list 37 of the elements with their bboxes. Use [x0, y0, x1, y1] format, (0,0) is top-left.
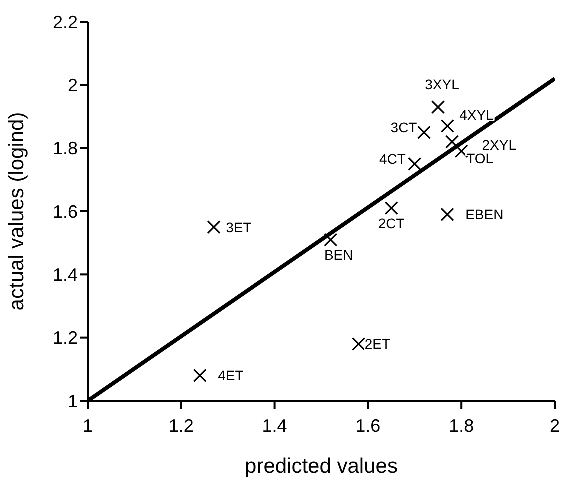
y-axis-title: actual values (logind)	[5, 112, 28, 311]
annotation: 3CT	[390, 120, 418, 136]
point	[440, 119, 454, 134]
x-tick-label: 1.8	[449, 416, 474, 436]
x-tick-label: 2	[550, 416, 560, 436]
annotation: 2ET	[364, 336, 391, 352]
x-tick-label: 1.2	[168, 416, 194, 436]
annotation: BEN	[324, 246, 354, 263]
annotation: 3XYL	[425, 76, 460, 92]
annotation: 2CT	[378, 215, 406, 232]
annotation: 4XYL	[460, 107, 494, 124]
point	[454, 144, 468, 158]
point	[431, 100, 446, 114]
point	[417, 126, 432, 140]
annotation: 3ET	[226, 219, 252, 236]
y-tick-label: 2.2	[52, 12, 78, 32]
point	[440, 208, 454, 222]
x-axis-title: predicted values	[245, 455, 398, 478]
annotation: 4ET	[218, 368, 244, 384]
y-tick-label: 2	[68, 76, 78, 96]
x-tick-label: 1	[82, 416, 94, 436]
y-tick-label: 1.8	[52, 138, 78, 159]
y-tick-label: 1.4	[52, 265, 78, 286]
point	[352, 337, 366, 351]
x-tick-label: 1.4	[262, 416, 288, 436]
point	[324, 233, 338, 247]
point	[445, 135, 460, 149]
y-tick-label: 1	[68, 391, 78, 412]
annotation: 4CT	[379, 151, 406, 168]
y-tick-label: 1.2	[52, 328, 78, 348]
y-tick-label: 1.6	[52, 202, 78, 222]
annotation: EBEN	[466, 206, 504, 223]
point	[408, 157, 422, 171]
point	[384, 202, 398, 216]
point	[207, 220, 221, 234]
point	[193, 368, 207, 383]
x-tick-label: 1.6	[356, 416, 381, 436]
